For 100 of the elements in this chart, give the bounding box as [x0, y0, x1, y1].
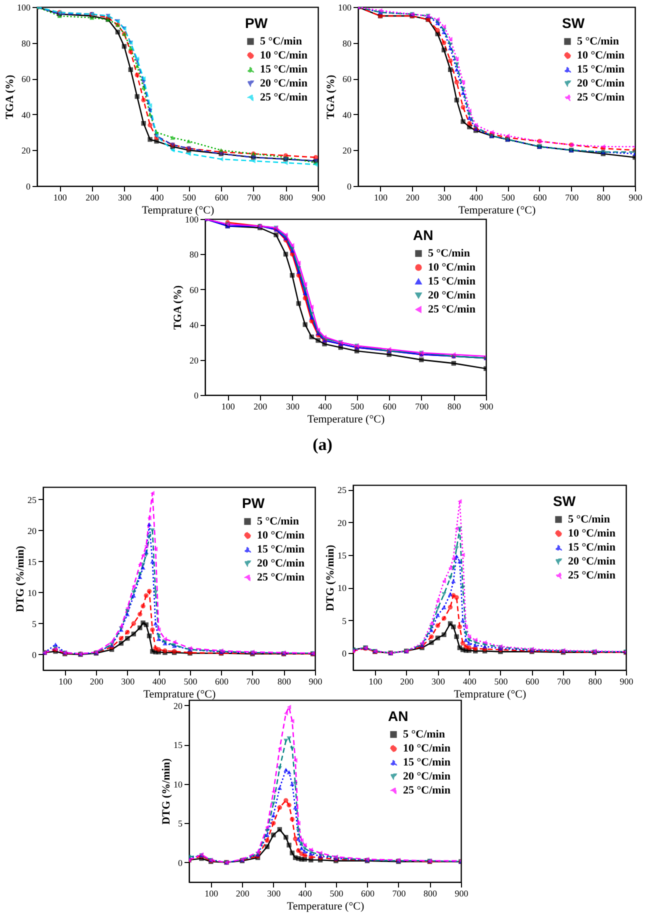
x-axis-title: Temprature (°C)	[142, 204, 215, 216]
y-tick-label: 5	[178, 818, 183, 829]
x-tick-label: 500	[184, 676, 198, 686]
x-tick-label: 800	[588, 676, 602, 686]
x-tick-label: 300	[431, 676, 446, 686]
y-tick-label: 20	[22, 146, 31, 156]
x-tick-label: 300	[438, 192, 452, 202]
y-tick-label: 15	[338, 550, 347, 560]
y-tick-label: 0	[26, 182, 31, 192]
legend-label: 10 °C/min	[257, 530, 304, 542]
x-tick-label: 200	[236, 888, 250, 898]
x-tick-label: 900	[620, 676, 634, 686]
legend-label: 15 °C/min	[260, 64, 308, 76]
x-tick-label: 700	[246, 676, 260, 686]
x-axis-title: Temprature (°C)	[454, 688, 527, 700]
y-tick-label: 20	[342, 146, 352, 156]
legend-label: 15 °C/min	[257, 544, 304, 556]
legend-label: 20 °C/min	[260, 78, 308, 90]
x-tick-label: 700	[565, 192, 580, 202]
x-tick-label: 300	[267, 888, 282, 898]
legend-label: 5 °C/min	[257, 516, 299, 528]
legend-title: AN	[413, 227, 434, 243]
y-tick-label: 5	[32, 618, 37, 629]
x-tick-label: 500	[501, 192, 516, 202]
x-tick-label: 100	[58, 676, 73, 686]
y-tick-label: 0	[194, 390, 199, 400]
legend-label: 25 °C/min	[428, 304, 476, 316]
x-tick-label: 700	[556, 676, 571, 686]
y-tick-label: 60	[342, 74, 352, 84]
y-tick-label: 25	[28, 494, 37, 505]
x-tick-label: 600	[360, 888, 375, 898]
legend-title: SW	[562, 15, 586, 31]
x-tick-label: 600	[382, 402, 397, 412]
legend-label: 10 °C/min	[568, 528, 616, 540]
x-tick-label: 800	[447, 402, 462, 412]
legend-label: 25 °C/min	[568, 570, 616, 582]
x-tick-label: 400	[152, 676, 166, 686]
legend-label: 20 °C/min	[428, 290, 476, 302]
legend-label: 10 °C/min	[577, 50, 624, 62]
x-tick-label: 500	[182, 192, 197, 202]
legend-label: 20 °C/min	[577, 78, 624, 90]
legend-label: 20 °C/min	[403, 770, 450, 782]
legend-title: PW	[242, 495, 266, 511]
legend-title: SW	[553, 493, 576, 509]
y-axis-title: TGA (%)	[325, 74, 337, 120]
x-axis-title: Temprature (°C)	[143, 688, 216, 700]
x-tick-label: 600	[533, 192, 548, 202]
y-tick-label: 0	[347, 182, 352, 192]
y-tick-label: 25	[338, 485, 347, 496]
y-tick-label: 0	[178, 858, 183, 868]
y-tick-label: 100	[338, 2, 352, 12]
x-tick-label: 200	[400, 676, 414, 686]
x-tick-label: 900	[480, 402, 494, 412]
x-tick-label: 800	[279, 192, 294, 202]
y-axis-title: TGA (%)	[172, 285, 184, 330]
y-tick-label: 100	[185, 214, 199, 224]
y-tick-label: 20	[338, 518, 347, 528]
x-tick-label: 300	[121, 676, 136, 686]
y-tick-label: 10	[174, 779, 183, 790]
legend-title: PW	[245, 15, 268, 31]
legend-title: AN	[388, 708, 408, 724]
y-tick-label: 20	[28, 526, 37, 536]
y-tick-label: 0	[342, 648, 347, 659]
x-tick-label: 700	[247, 192, 262, 202]
x-tick-label: 500	[494, 676, 508, 686]
legend-label: 25 °C/min	[260, 92, 308, 104]
y-tick-label: 20	[174, 700, 183, 711]
legend-label: 25 °C/min	[577, 92, 624, 104]
y-tick-label: 40	[342, 110, 352, 120]
y-tick-label: 60	[190, 284, 199, 295]
legend-label: 10 °C/min	[403, 742, 450, 754]
y-tick-label: 60	[22, 74, 31, 84]
legend-label: 25 °C/min	[257, 572, 304, 584]
x-tick-label: 900	[308, 676, 323, 686]
x-tick-label: 900	[628, 192, 643, 202]
y-tick-label: 80	[190, 250, 199, 260]
x-tick-label: 400	[150, 192, 164, 202]
x-tick-label: 200	[90, 676, 104, 686]
x-tick-label: 500	[330, 888, 344, 898]
y-tick-label: 15	[28, 556, 37, 567]
x-tick-label: 100	[221, 402, 236, 412]
x-tick-label: 700	[392, 888, 406, 898]
x-axis-title: Temperature (°C)	[286, 900, 364, 912]
y-tick-label: 10	[338, 583, 347, 594]
legend-label: 5 °C/min	[577, 36, 619, 48]
y-tick-label: 5	[342, 616, 347, 626]
x-tick-label: 500	[350, 402, 365, 412]
x-tick-label: 200	[254, 402, 268, 412]
x-axis-title: Temperature (°C)	[458, 204, 536, 216]
legend-label: 15 °C/min	[403, 756, 450, 768]
x-axis-title: Temperature (°C)	[307, 414, 385, 426]
legend-label: 10 °C/min	[428, 262, 476, 274]
x-tick-label: 400	[298, 888, 312, 898]
y-axis-title: DTG (%/min)	[324, 544, 336, 612]
y-tick-label: 15	[174, 740, 183, 750]
x-tick-label: 600	[214, 192, 229, 202]
x-tick-label: 400	[462, 676, 477, 686]
legend-label: 10 °C/min	[260, 50, 308, 62]
x-tick-label: 100	[368, 676, 383, 686]
x-tick-label: 400	[318, 402, 332, 412]
